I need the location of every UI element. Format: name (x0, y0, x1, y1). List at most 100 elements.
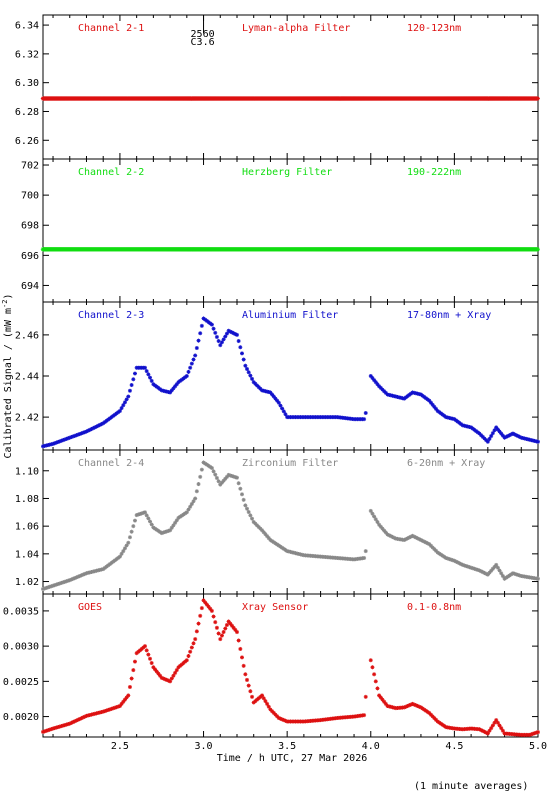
data-point (191, 641, 196, 646)
data-point (144, 513, 149, 518)
data-point (375, 520, 380, 524)
data-point (131, 524, 136, 529)
data-point (485, 439, 490, 444)
data-point (487, 436, 492, 441)
data-point (278, 403, 283, 408)
data-point (238, 345, 243, 350)
flare-id: 2560 (191, 29, 215, 40)
data-point (117, 704, 122, 709)
data-point (148, 519, 153, 524)
data-point (117, 554, 122, 559)
data-point (243, 672, 248, 677)
ytick-label: 696 (21, 251, 39, 262)
data-point (536, 576, 540, 581)
data-point (241, 497, 246, 502)
panel-label: Lyman-alpha Filter (242, 23, 350, 34)
data-point (174, 668, 179, 673)
xtick-label: 4.0 (362, 741, 380, 752)
data-point (248, 373, 253, 378)
data-point (196, 621, 201, 626)
data-point (245, 506, 250, 511)
data-point (124, 543, 129, 548)
data-point (536, 439, 540, 444)
data-point (126, 693, 131, 698)
ytick-label: 6.32 (15, 49, 39, 60)
data-point (129, 529, 134, 534)
data-point (238, 486, 243, 491)
data-point (250, 516, 255, 521)
panel-label: 17-80nm + Xray (407, 310, 491, 321)
data-point (211, 326, 216, 331)
data-point (236, 339, 241, 344)
data-point (535, 247, 540, 252)
data-point (372, 672, 377, 677)
data-point (189, 502, 194, 506)
ytick-label: 1.06 (15, 522, 39, 533)
ytick-label: 6.30 (15, 78, 39, 89)
data-point (263, 699, 268, 704)
data-point (96, 423, 101, 428)
data-point (234, 332, 239, 337)
data-point (121, 549, 126, 554)
ytick-label: 1.02 (15, 577, 39, 588)
data-point (261, 696, 266, 701)
data-point (213, 330, 218, 335)
data-point (149, 661, 154, 666)
data-point (131, 377, 136, 382)
data-point (234, 630, 239, 635)
data-point (184, 658, 189, 663)
data-point (236, 638, 241, 643)
data-point (184, 510, 189, 515)
data-point (265, 701, 270, 706)
data-point (209, 608, 214, 613)
data-point (196, 338, 201, 343)
data-point (119, 406, 124, 411)
data-point (194, 629, 199, 634)
data-point (198, 331, 203, 336)
xtick-label: 3.5 (278, 741, 296, 752)
data-point (132, 659, 137, 664)
data-point (273, 396, 278, 401)
ytick-label: 1.04 (15, 549, 39, 560)
panel-label: Herzberg Filter (242, 167, 332, 178)
data-point (536, 730, 540, 735)
ytick-label: 702 (21, 161, 39, 172)
data-point (514, 433, 519, 438)
xtick-label: 4.5 (445, 741, 463, 752)
panel-4-frame (42, 449, 539, 595)
data-point (198, 613, 203, 618)
panel-label: Channel 2-1 (78, 23, 144, 34)
data-point (362, 713, 367, 718)
ytick-label: 0.0020 (3, 712, 39, 723)
data-point (224, 622, 229, 627)
panel-label: Channel 2-4 (78, 458, 144, 469)
data-point (169, 525, 174, 530)
data-point (174, 518, 179, 523)
ytick-label: 0.0025 (3, 677, 39, 688)
data-point (199, 467, 204, 472)
data-point (213, 620, 218, 625)
data-point (127, 684, 132, 689)
data-point (127, 535, 132, 540)
data-point (216, 631, 221, 636)
data-point (223, 626, 228, 631)
data-point (241, 663, 246, 668)
ytick-label: 2.42 (15, 413, 39, 424)
data-point (186, 507, 191, 512)
data-point (372, 514, 377, 519)
data-point (132, 518, 137, 523)
data-point (168, 528, 173, 533)
data-point (173, 670, 178, 675)
panel-5-frame (42, 593, 539, 738)
ytick-label: 1.08 (15, 494, 39, 505)
data-point (260, 693, 265, 698)
data-point (144, 648, 149, 653)
data-point (224, 331, 229, 336)
data-point (188, 365, 193, 370)
data-point (144, 369, 149, 374)
data-point (368, 508, 373, 513)
data-point (132, 371, 137, 376)
data-point (74, 433, 79, 438)
data-point (250, 376, 255, 381)
